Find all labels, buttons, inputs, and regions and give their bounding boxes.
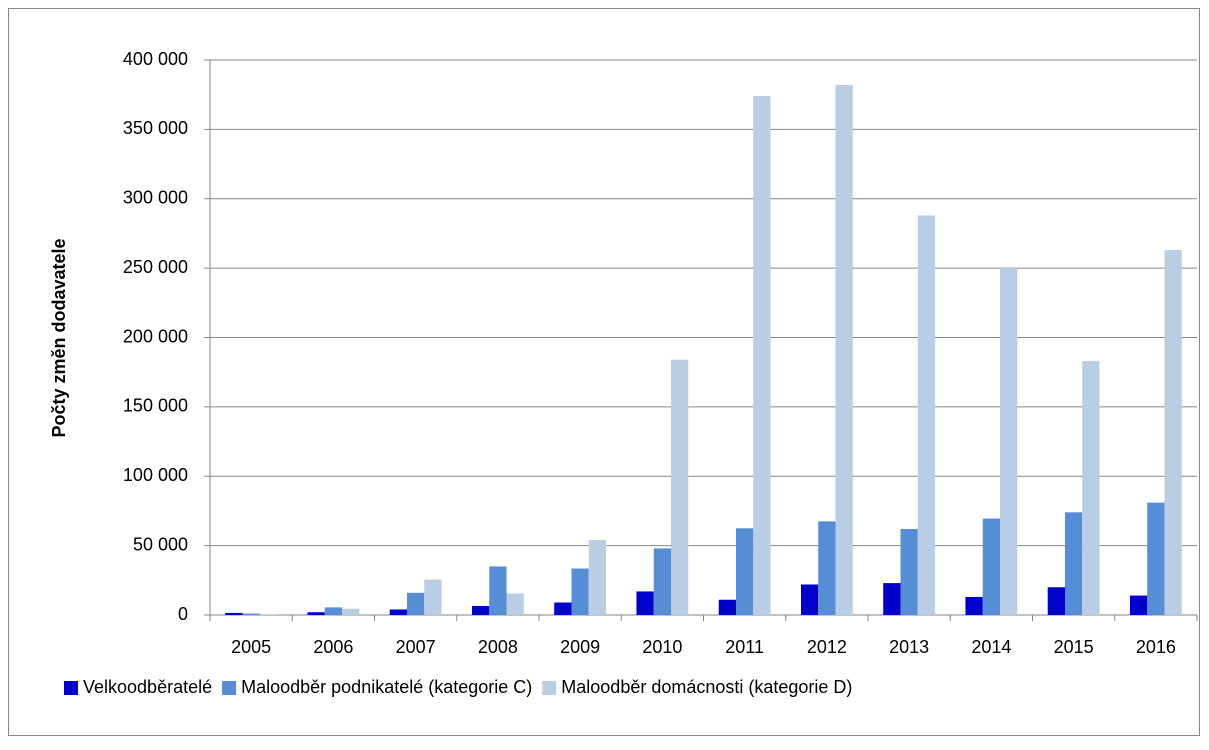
bar xyxy=(917,215,936,615)
bar xyxy=(900,528,918,615)
y-tick-label: 300 000 xyxy=(123,188,188,208)
bar xyxy=(225,612,243,615)
y-tick-label: 0 xyxy=(178,604,188,624)
y-tick-label: 150 000 xyxy=(123,396,188,416)
x-tick-label: 2005 xyxy=(231,637,271,657)
x-tick-label: 2012 xyxy=(807,637,847,657)
y-tick-label: 100 000 xyxy=(123,465,188,485)
bar xyxy=(1147,502,1165,615)
bar xyxy=(424,579,442,615)
y-tick-label: 400 000 xyxy=(123,49,188,69)
x-tick-label: 2009 xyxy=(560,637,600,657)
bar xyxy=(1064,512,1083,615)
bar xyxy=(554,602,572,615)
y-tick-label: 50 000 xyxy=(133,534,188,554)
x-tick-label: 2014 xyxy=(971,637,1011,657)
y-tick-label: 200 000 xyxy=(123,326,188,346)
bar xyxy=(835,84,853,616)
bar xyxy=(506,593,524,615)
bar xyxy=(1164,250,1182,615)
bar xyxy=(489,566,507,615)
bar xyxy=(800,584,819,615)
bar xyxy=(389,609,407,615)
y-tick-label: 350 000 xyxy=(123,118,188,138)
x-tick-label: 2007 xyxy=(396,637,436,657)
legend-swatch xyxy=(542,681,557,695)
bar xyxy=(653,548,672,615)
bar xyxy=(671,359,689,615)
bar xyxy=(818,521,836,615)
y-tick-label: 250 000 xyxy=(123,257,188,277)
bar xyxy=(406,592,425,615)
y-axis-title: Počty změn dodavatele xyxy=(49,238,69,437)
bar xyxy=(324,607,343,615)
bar xyxy=(718,599,736,615)
legend-label: Velkoodběratelé xyxy=(83,677,212,697)
legend-swatch xyxy=(64,681,78,695)
legend-label: Maloodběr podnikatelé (kategorie C) xyxy=(241,677,532,697)
x-tick-label: 2008 xyxy=(478,637,518,657)
bar xyxy=(307,612,325,615)
x-tick-label: 2011 xyxy=(725,637,764,657)
bar xyxy=(883,583,901,615)
x-tick-label: 2016 xyxy=(1136,637,1176,657)
bar xyxy=(342,608,360,615)
bar xyxy=(242,613,260,615)
bar xyxy=(735,528,754,615)
legend-swatch xyxy=(222,681,237,695)
x-tick-label: 2006 xyxy=(313,637,353,657)
x-tick-label: 2013 xyxy=(889,637,929,657)
bar xyxy=(965,596,983,615)
bar xyxy=(1000,268,1018,615)
bar xyxy=(259,614,278,615)
bar xyxy=(571,568,589,615)
x-tick-label: 2010 xyxy=(642,637,682,657)
bar xyxy=(1082,361,1100,615)
bar xyxy=(1129,595,1148,615)
legend-label: Maloodběr domácnosti (kategorie D) xyxy=(561,677,852,697)
bar xyxy=(588,540,607,615)
bar xyxy=(753,96,771,615)
bar xyxy=(1047,587,1065,615)
bar xyxy=(471,605,490,615)
bar xyxy=(636,591,654,615)
x-tick-label: 2015 xyxy=(1054,637,1094,657)
bar xyxy=(982,518,1001,615)
